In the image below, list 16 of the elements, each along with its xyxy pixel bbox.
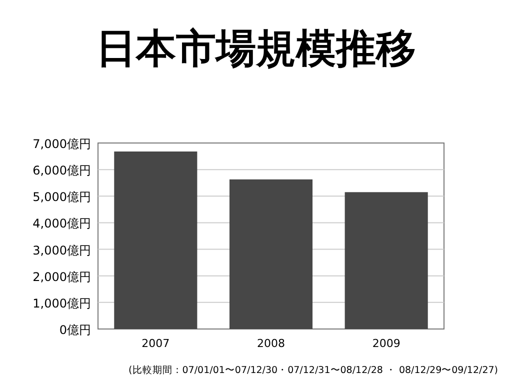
- y-tick-label: 5,000億円: [32, 190, 91, 204]
- x-tick-label: 2008: [257, 337, 285, 350]
- y-tick-label: 6,000億円: [32, 164, 91, 178]
- bar: [229, 179, 313, 329]
- text: (比較期間：07/01/01〜07/12/30・07/12/31〜08/12/28 ・ 08/12/29〜09/12/27): [128, 364, 498, 376]
- y-tick-label: 4,000億円: [32, 216, 91, 231]
- y-tick-label: 2,000億円: [32, 270, 91, 284]
- bar: [114, 152, 198, 329]
- bar: [344, 192, 428, 329]
- y-tick-label: 1,000億円: [32, 296, 91, 310]
- y-tick-label: 0億円: [59, 323, 91, 337]
- x-tick-label: 2009: [372, 337, 400, 350]
- y-tick-label: 3,000億円: [32, 243, 91, 258]
- x-tick-label: 2007: [142, 337, 170, 350]
- chart-title: 日本市場規模推移: [96, 26, 416, 72]
- y-tick-label: 7,000億円: [32, 137, 91, 151]
